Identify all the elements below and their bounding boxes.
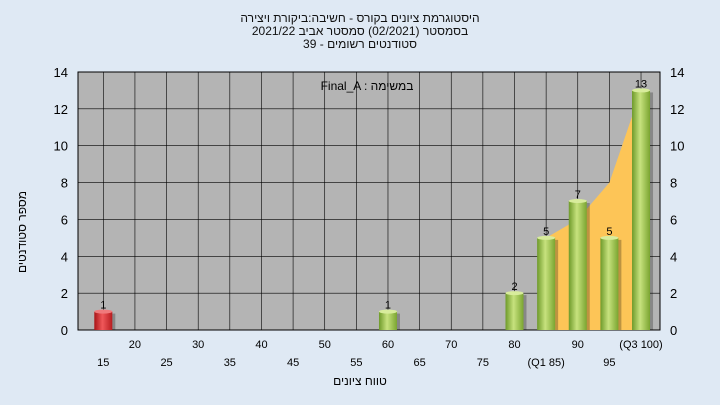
y-tick-label-left: 4 [61,249,68,264]
bar-top [537,235,556,240]
x-axis-label: טווח ציונים [333,374,387,388]
y-tick-label-right: 6 [670,212,677,227]
bar-top [568,199,587,203]
chart-title-line-1: היסטוגרמת ציונים בקורס - חשיבה:ביקורת וי… [240,11,480,25]
bar [600,237,619,330]
bar-value-label: 7 [575,189,581,201]
x-tick-label: (Q3 100) [619,339,662,351]
x-tick-label: 75 [477,357,489,369]
y-axis-label: מספר סטודנטים [15,190,29,274]
bar-value-label: 5 [543,226,549,238]
x-tick-label: 20 [129,339,141,351]
y-tick-label-left: 2 [61,286,68,301]
x-tick-label: 35 [224,357,236,369]
x-tick-label: 60 [382,339,394,351]
bar-top [632,88,651,93]
x-tick-label: 45 [287,357,299,369]
x-tick-label: 40 [255,339,267,351]
bar [568,201,587,330]
chart-title-line-3: סטודנטים רשומים - 39 [303,37,417,51]
x-tick-label: 70 [445,339,457,351]
x-tick-label: 55 [350,357,362,369]
x-tick-label: (Q1 85) [527,357,564,369]
y-tick-label-right: 12 [670,102,684,117]
x-tick-label: 15 [97,357,109,369]
bar-value-label: 1 [100,300,106,312]
x-tick-label: 30 [192,339,204,351]
bar-value-label: 1 [385,300,391,312]
x-tick-label: 50 [319,339,331,351]
y-tick-label-right: 14 [670,65,684,80]
x-tick-label: 95 [603,357,615,369]
y-tick-label-right: 4 [670,249,677,264]
x-tick-label: 90 [572,339,584,351]
y-tick-label-left: 6 [61,212,68,227]
x-tick-label: 80 [508,339,520,351]
bar [378,311,397,330]
y-tick-label-right: 2 [670,286,677,301]
x-tick-label: 25 [160,357,172,369]
bar-value-label: 13 [635,78,647,90]
bar [632,90,651,330]
y-tick-label-left: 10 [54,139,68,154]
bar [537,237,556,330]
bar-top [94,309,113,314]
task-annotation: Final_A : במשימה [321,79,414,93]
y-tick-label-left: 0 [61,323,68,338]
y-tick-label-left: 12 [54,102,68,117]
y-tick-label-left: 14 [54,65,68,80]
y-tick-label-right: 0 [670,323,677,338]
bar [94,311,113,330]
chart-title-line-2: בסמסטר (02/2021) סמסטר אביב 2021/22 [251,24,469,38]
bar-top [378,309,397,314]
y-tick-label-right: 8 [670,176,677,191]
y-tick-label-right: 10 [670,139,684,154]
bar-value-label: 2 [511,281,517,293]
y-tick-label-left: 8 [61,176,68,191]
bar-value-label: 5 [606,226,612,238]
x-tick-label: 65 [413,357,425,369]
bar [505,293,524,330]
bar-top [505,291,524,296]
bar-top [600,235,619,240]
